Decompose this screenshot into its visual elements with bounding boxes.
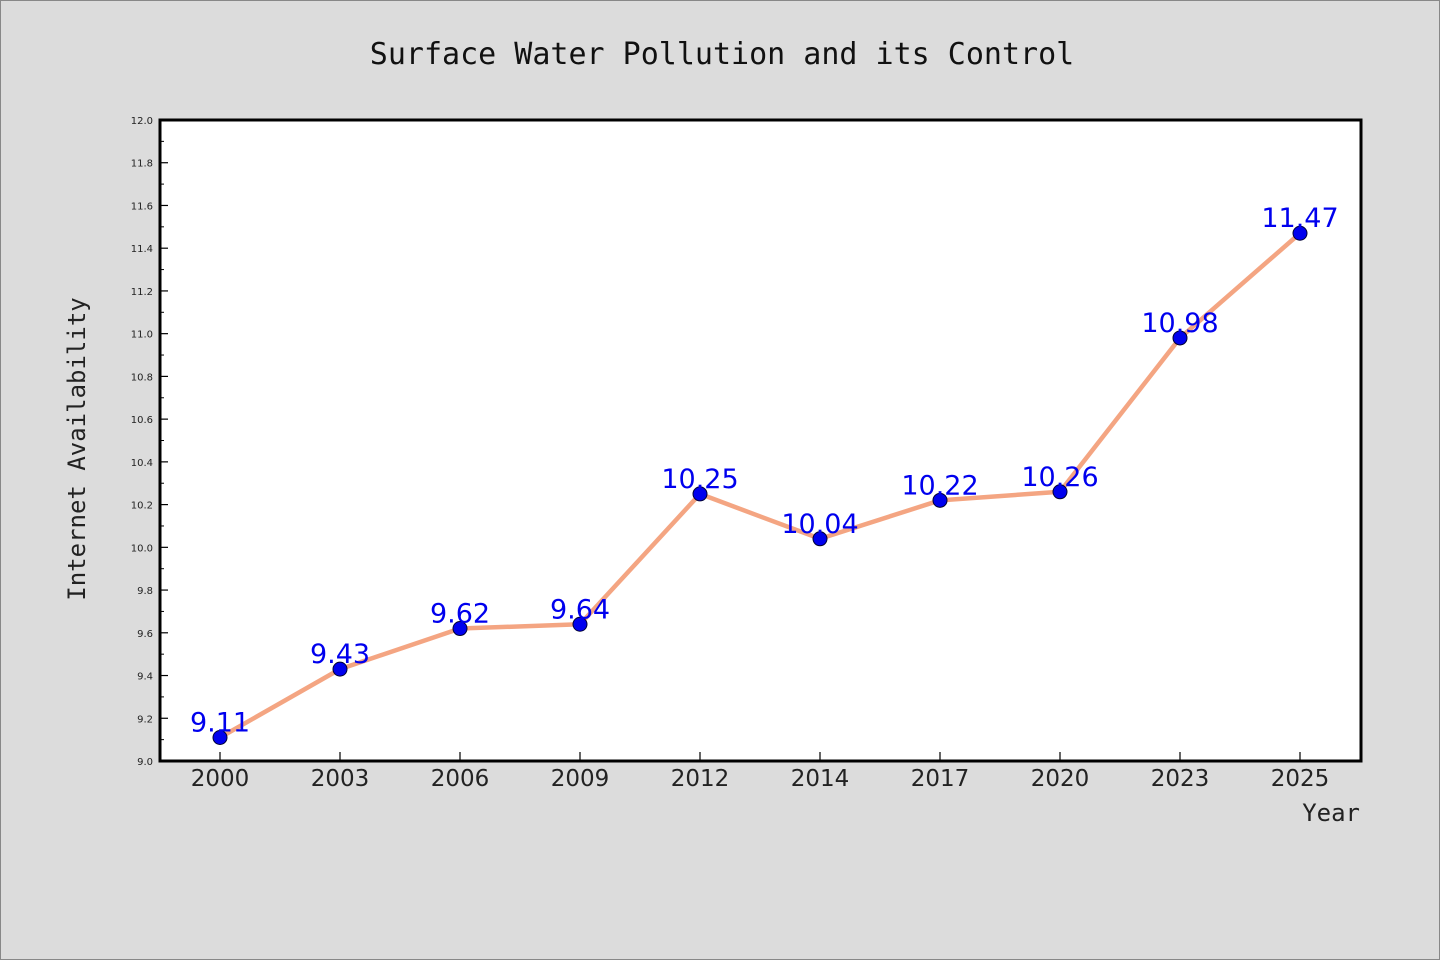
y-tick-label: 9.2 [137,714,153,725]
series-line-group [218,231,1302,740]
y-axis: 9.0 9.2 9.4 9.6 9.8 10.0 10.2 10.4 10.6 10.8 11.0 1… [131,116,168,768]
data-point [932,492,948,508]
data-label: 9.43 [310,639,370,670]
y-tick-label: 12.0 [131,116,153,127]
data-points [212,225,1308,745]
y-tick-label: 11.8 [131,159,153,170]
y-tick-label: 11.0 [131,330,153,341]
series-line [218,231,1302,740]
data-point [1292,225,1308,241]
y-tick-label: 9.4 [137,672,153,683]
x-tick-label: 2006 [431,766,490,792]
x-axis-title: Year [1302,799,1360,827]
y-tick-label: 9.8 [137,586,153,597]
data-label: 10.26 [1021,462,1098,493]
data-label: 9.64 [550,594,610,625]
data-point [452,621,468,637]
x-tick-label: 2020 [1031,766,1090,792]
x-tick-label: 2012 [671,766,730,792]
x-tick-label: 2017 [911,766,970,792]
y-tick-label: 9.6 [137,629,153,640]
y-tick-label: 10.4 [131,458,153,469]
x-axis: 2000 2003 2006 2009 2012 2014 2017 2020 2023 2025 [191,752,1330,792]
y-axis-title: Internet Availability [63,297,91,600]
data-label: 10.22 [901,470,978,501]
y-tick-label: 10.2 [131,501,153,512]
data-point [212,729,228,745]
y-tick-label: 10.8 [131,372,153,383]
data-labels: 9.11 9.43 9.62 9.64 10.25 10.04 10.22 10.26 10.9… [190,203,1339,738]
data-label: 9.11 [190,707,250,738]
data-point [572,616,588,632]
x-tick-label: 2025 [1271,766,1330,792]
data-label: 11.47 [1261,203,1338,234]
chart-title: Surface Water Pollution and its Control [370,37,1074,72]
y-tick-label: 10.6 [131,415,153,426]
data-label: 9.62 [430,599,490,630]
data-point [1172,330,1188,346]
x-tick-label: 2023 [1151,766,1210,792]
x-tick-label: 2000 [191,766,250,792]
plot-area [158,118,1363,763]
data-point [332,661,348,677]
y-tick-label: 11.6 [131,201,153,212]
x-tick-label: 2009 [551,766,610,792]
x-tick-label: 2003 [311,766,370,792]
data-label: 10.98 [1141,308,1218,339]
y-tick-label: 10.0 [131,543,153,554]
data-point [812,531,828,547]
data-label: 10.04 [781,509,858,540]
x-tick-label: 2014 [791,766,850,792]
y-tick-label: 11.2 [131,287,153,298]
y-tick-label: 9.0 [137,757,153,768]
data-point [1052,484,1068,500]
y-tick-label: 11.4 [131,244,153,255]
data-label: 10.25 [661,464,738,495]
data-point [692,486,708,502]
